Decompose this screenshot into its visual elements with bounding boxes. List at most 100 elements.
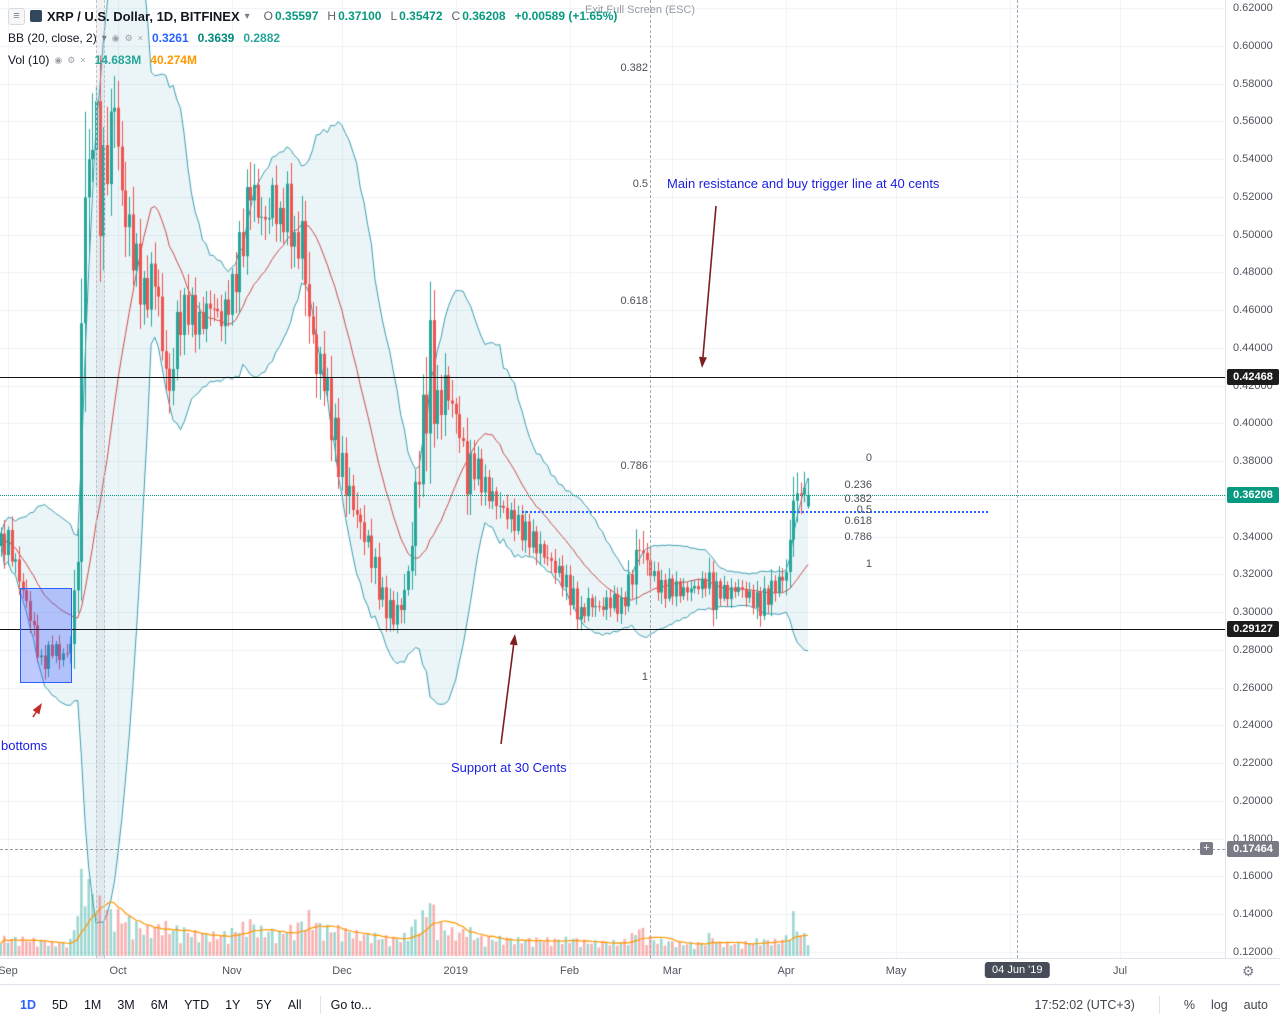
symbol-title[interactable]: XRP / U.S. Dollar, 1D, BITFINEX	[47, 8, 240, 24]
horizontal-line[interactable]	[0, 376, 1225, 378]
open-value: 0.35597	[275, 9, 319, 23]
price-tick-label: 0.56000	[1233, 115, 1273, 128]
bb-upper-value: 0.3639	[197, 31, 235, 45]
close-value: 0.36208	[462, 9, 506, 23]
month-label: Nov	[222, 965, 242, 977]
month-label: Feb	[560, 965, 579, 977]
range-button-all[interactable]: All	[280, 993, 310, 1017]
vol-indicator-label[interactable]: Vol (10)	[8, 53, 50, 67]
month-label: May	[885, 965, 907, 977]
fib-level-label: 0.618	[620, 294, 648, 307]
auto-scale-button[interactable]: auto	[1243, 997, 1268, 1012]
price-tick-label: 0.14000	[1233, 908, 1273, 921]
fib-level-label: 1	[641, 671, 648, 684]
highlighted-bar-stripe	[96, 0, 106, 958]
chevron-down-icon[interactable]: ▾	[244, 10, 250, 22]
month-label: Oct	[109, 965, 127, 977]
price-tick-label: 0.52000	[1233, 190, 1273, 203]
gear-icon[interactable]: ⚙	[124, 32, 133, 43]
toolbar-divider	[319, 995, 321, 1014]
log-scale-button[interactable]: log	[1210, 997, 1228, 1012]
legend-main-row: ≡ XRP / U.S. Dollar, 1D, BITFINEX ▾ O 0.3…	[8, 5, 617, 27]
chevron-down-icon[interactable]: ▾	[101, 32, 107, 44]
price-tick-label: 0.30000	[1233, 606, 1273, 619]
month-label: Jul	[1112, 965, 1128, 977]
time-axis[interactable]: ⚙ Sep Oct Nov Dec 2019 Feb Mar Apr May Jul 04 Jun …	[0, 958, 1280, 984]
legend-vol-row: Vol (10) ◉ ⚙ × 14.683M 40.274M	[8, 49, 617, 71]
range-button-6m[interactable]: 6M	[143, 993, 176, 1017]
month-label: Apr	[777, 965, 795, 977]
open-label: O	[263, 9, 274, 23]
price-tick-label: 0.54000	[1233, 153, 1273, 166]
fib-level-label: 0.5	[632, 178, 648, 191]
fib-level-label: 0.786	[844, 530, 872, 543]
toolbar-right: 17:52:02 (UTC+3) % log auto	[1034, 995, 1268, 1014]
add-alert-plus-button[interactable]: +	[1200, 841, 1213, 855]
range-button-1d[interactable]: 1D	[12, 993, 44, 1017]
gear-icon[interactable]: ⚙	[67, 54, 76, 65]
bottom-toolbar: 1D 5D 1M 3M 6M YTD 1Y 5Y All Go to... 17:52:02 (…	[0, 984, 1280, 1024]
price-tag: 0.17464	[1227, 840, 1279, 857]
price-tick-label: 0.60000	[1233, 39, 1273, 52]
ohlc-readout: O 0.35597 H 0.37100 L 0.35472 C 0.36208 +0.0…	[255, 9, 618, 23]
settings-gear-icon[interactable]: ⚙	[1242, 963, 1255, 979]
price-tick-label: 0.26000	[1233, 681, 1273, 694]
high-value: 0.37100	[338, 9, 382, 23]
price-tick-label: 0.22000	[1233, 757, 1273, 770]
bb-indicator-label[interactable]: BB (20, close, 2)	[8, 31, 97, 45]
bb-lower-value: 0.2882	[243, 31, 281, 45]
eye-icon[interactable]: ◉	[111, 32, 120, 43]
legend-bb-row: BB (20, close, 2) ▾ ◉ ⚙ × 0.3261 0.3639 …	[8, 27, 617, 49]
range-button-ytd[interactable]: YTD	[176, 993, 217, 1017]
price-tag: 0.36208	[1227, 486, 1279, 503]
fib-level-label: 0.786	[620, 460, 648, 473]
low-label: L	[390, 9, 398, 23]
month-label: Mar	[662, 965, 682, 977]
price-scale[interactable]: 0.62000 0.60000 0.58000 0.56000 0.54000 0.520…	[1225, 0, 1280, 958]
price-tick-label: 0.34000	[1233, 530, 1273, 543]
vol-ma-value: 40.274M	[150, 53, 197, 67]
date-tag: 04 Jun '19	[985, 962, 1050, 978]
price-tick-label: 0.16000	[1233, 870, 1273, 883]
range-button-1y[interactable]: 1Y	[217, 993, 248, 1017]
range-button-5y[interactable]: 5Y	[248, 993, 279, 1017]
annotation-bottoms-text[interactable]: bottoms	[1, 738, 48, 753]
goto-button[interactable]: Go to...	[330, 997, 372, 1012]
fib-midline-dotted[interactable]	[521, 511, 988, 514]
price-tick-label: 0.20000	[1233, 794, 1273, 807]
price-tick-label: 0.44000	[1233, 341, 1273, 354]
price-tick-label: 0.58000	[1233, 77, 1273, 90]
toolbar-divider	[1158, 995, 1160, 1014]
horizontal-line[interactable]	[0, 848, 1225, 850]
month-label: Dec	[332, 965, 352, 977]
month-label: 2019	[443, 965, 468, 977]
fib-level-label: 0.236	[844, 479, 872, 492]
close-icon[interactable]: ×	[80, 55, 86, 65]
vertical-dashed-line[interactable]	[1017, 0, 1019, 958]
chart-logo-icon	[30, 10, 42, 22]
annotation-support-text[interactable]: Support at 30 Cents	[451, 760, 567, 775]
range-button-5d[interactable]: 5D	[44, 993, 76, 1017]
chart-canvas[interactable]	[0, 0, 1225, 958]
close-icon[interactable]: ×	[137, 33, 143, 43]
eye-icon[interactable]: ◉	[54, 54, 63, 65]
fib-level-label: 1	[865, 557, 872, 570]
horizontal-line[interactable]	[0, 494, 1225, 496]
menu-icon[interactable]: ≡	[8, 7, 25, 25]
clock-label[interactable]: 17:52:02 (UTC+3)	[1034, 997, 1135, 1012]
chart-overlays: 0.382 0.5 0.618 0.786 1 0 0.236 0.382 0.5 0.618 0.…	[0, 0, 1225, 958]
percent-scale-button[interactable]: %	[1183, 997, 1195, 1012]
change-value: +0.00589 (+1.65%)	[514, 9, 618, 23]
highlight-rectangle[interactable]	[20, 587, 73, 684]
price-tag: 0.29127	[1227, 620, 1279, 637]
fib-level-label: 0.5	[856, 504, 872, 517]
exit-fullscreen-hint: Exit Full Screen (ESC)	[584, 4, 696, 16]
annotation-resistance-text[interactable]: Main resistance and buy trigger line at …	[667, 176, 940, 191]
price-tick-label: 0.48000	[1233, 266, 1273, 279]
horizontal-line[interactable]	[0, 628, 1225, 630]
range-button-1m[interactable]: 1M	[76, 993, 109, 1017]
vol-current-value: 14.683M	[94, 53, 142, 67]
range-button-3m[interactable]: 3M	[109, 993, 142, 1017]
high-label: H	[327, 9, 337, 23]
vertical-dashed-line[interactable]	[650, 0, 652, 958]
